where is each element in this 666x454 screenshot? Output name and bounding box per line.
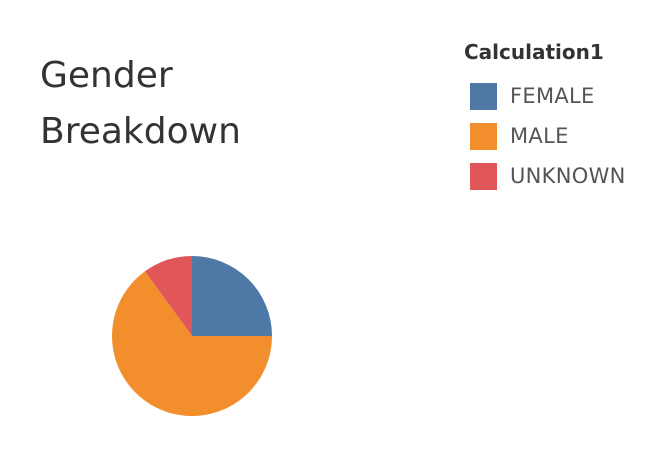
legend-swatch-female: [470, 82, 497, 110]
legend: Calculation1 FEMALE MALE UNKNOWN: [464, 38, 659, 196]
chart-title: Gender Breakdown: [40, 48, 300, 160]
legend-title: Calculation1: [464, 40, 604, 64]
legend-label-male: MALE: [510, 124, 569, 148]
pie-slice-male[interactable]: [112, 271, 273, 417]
pie-slice-unknown[interactable]: [144, 256, 192, 336]
legend-item-male[interactable]: MALE: [470, 116, 659, 156]
legend-swatch-unknown: [470, 162, 497, 190]
chart-title-line-2: Breakdown: [40, 111, 241, 152]
legend-label-unknown: UNKNOWN: [510, 164, 626, 188]
chart-title-line-1: Gender: [40, 55, 173, 96]
legend-item-unknown[interactable]: UNKNOWN: [470, 156, 659, 196]
legend-item-female[interactable]: FEMALE: [470, 76, 659, 116]
legend-label-female: FEMALE: [510, 84, 595, 108]
legend-swatch-male: [470, 122, 497, 150]
pie-slice-female[interactable]: [192, 256, 272, 336]
